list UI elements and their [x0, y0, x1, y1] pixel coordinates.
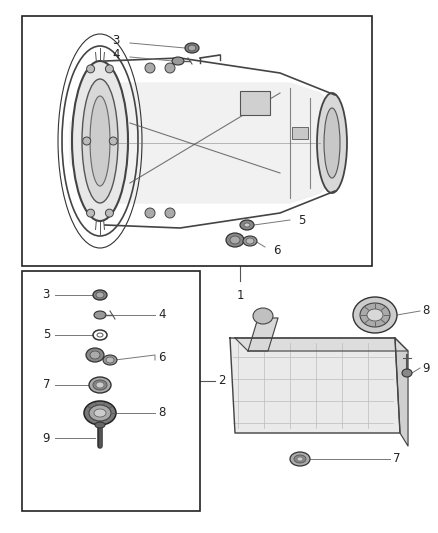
Ellipse shape [72, 61, 128, 221]
Ellipse shape [360, 303, 390, 327]
Ellipse shape [89, 377, 111, 393]
Ellipse shape [90, 96, 110, 186]
Ellipse shape [93, 380, 107, 390]
Ellipse shape [353, 297, 397, 333]
Polygon shape [70, 83, 340, 203]
Ellipse shape [95, 422, 105, 428]
Ellipse shape [185, 43, 199, 53]
Ellipse shape [317, 93, 347, 193]
Ellipse shape [240, 220, 254, 230]
Ellipse shape [110, 137, 117, 145]
Ellipse shape [145, 208, 155, 218]
Ellipse shape [94, 409, 106, 417]
Ellipse shape [106, 357, 114, 363]
Ellipse shape [297, 457, 303, 461]
Text: 3: 3 [42, 288, 50, 302]
Ellipse shape [165, 208, 175, 218]
Bar [240, 91, 270, 115]
Ellipse shape [244, 223, 250, 227]
Ellipse shape [90, 351, 100, 359]
Ellipse shape [290, 452, 310, 466]
Ellipse shape [103, 355, 117, 365]
Ellipse shape [230, 236, 240, 244]
Text: 1: 1 [236, 289, 244, 302]
Ellipse shape [86, 348, 104, 362]
Text: 9: 9 [422, 361, 430, 375]
Text: 5: 5 [42, 328, 50, 342]
Ellipse shape [243, 236, 257, 246]
Ellipse shape [165, 63, 175, 73]
Polygon shape [230, 338, 400, 433]
Text: 6: 6 [273, 244, 280, 256]
Ellipse shape [106, 65, 113, 73]
Ellipse shape [253, 308, 273, 324]
Ellipse shape [96, 382, 104, 388]
Ellipse shape [87, 209, 95, 217]
Ellipse shape [188, 45, 196, 51]
Polygon shape [248, 318, 278, 351]
Text: 7: 7 [393, 453, 400, 465]
Ellipse shape [89, 405, 111, 421]
Text: 9: 9 [42, 432, 50, 445]
Bar [22, 271, 200, 511]
Ellipse shape [84, 401, 116, 425]
Ellipse shape [106, 209, 113, 217]
Ellipse shape [82, 79, 118, 203]
Bar [22, 16, 372, 266]
Text: 8: 8 [158, 407, 166, 419]
Text: 2: 2 [218, 375, 226, 387]
Ellipse shape [172, 57, 184, 65]
Text: 6: 6 [158, 351, 166, 364]
Polygon shape [235, 338, 408, 351]
Ellipse shape [94, 311, 106, 319]
Text: 5: 5 [298, 214, 305, 227]
Ellipse shape [145, 63, 155, 73]
Text: 4: 4 [158, 309, 166, 321]
Ellipse shape [402, 369, 412, 377]
Ellipse shape [324, 108, 340, 178]
Text: 4: 4 [113, 49, 120, 61]
Ellipse shape [83, 137, 91, 145]
Bar [292, 127, 308, 139]
Text: 7: 7 [42, 378, 50, 392]
Ellipse shape [294, 455, 306, 463]
Ellipse shape [96, 292, 104, 298]
Ellipse shape [226, 233, 244, 247]
Ellipse shape [87, 65, 95, 73]
Polygon shape [395, 338, 408, 446]
Ellipse shape [93, 290, 107, 300]
Ellipse shape [246, 238, 254, 244]
Text: 3: 3 [113, 35, 120, 47]
Text: 8: 8 [422, 304, 429, 318]
Ellipse shape [367, 309, 383, 321]
